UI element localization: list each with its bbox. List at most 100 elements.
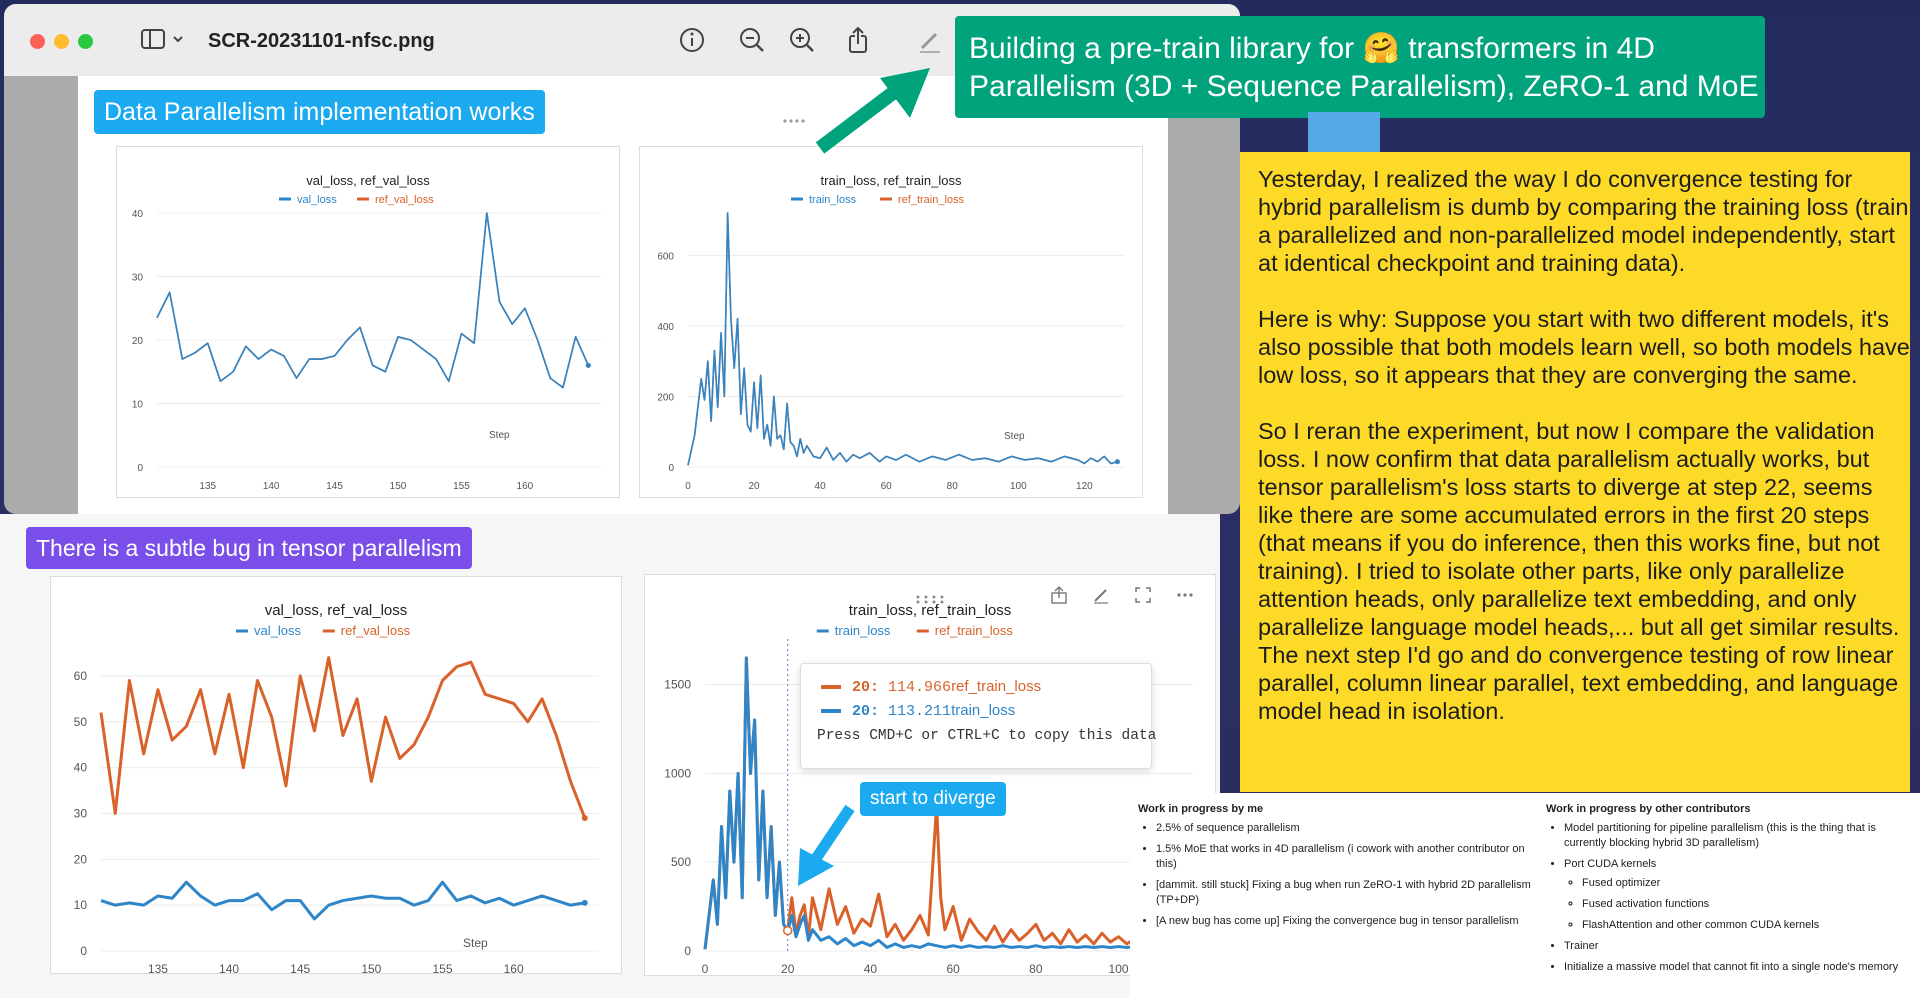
tooltip-series-name: ref_train_loss bbox=[951, 678, 1042, 695]
note-paragraph-1: Yesterday, I realized the way I do conve… bbox=[1258, 166, 1909, 276]
y-tick-label: 30 bbox=[74, 806, 88, 820]
tooltip-value: 114.966 bbox=[888, 679, 952, 696]
y-tick-label: 10 bbox=[132, 400, 144, 411]
blue-arrow-icon bbox=[798, 804, 855, 886]
tooltip-step: 20: bbox=[852, 679, 880, 696]
y-tick-label: 20 bbox=[132, 336, 144, 347]
y-tick-label: 30 bbox=[132, 273, 144, 284]
headline-banner: Building a pre-train library for 🤗 trans… bbox=[955, 16, 1765, 118]
fullscreen-icon[interactable] bbox=[1133, 585, 1153, 610]
series-line-val_loss bbox=[156, 212, 590, 389]
list-item: Fused activation functions bbox=[1582, 897, 1906, 912]
list-item: Model partitioning for pipeline parallel… bbox=[1564, 821, 1906, 851]
diverge-label: start to diverge bbox=[860, 782, 1006, 816]
tooltip-step: 20: bbox=[852, 703, 880, 720]
x-tick-label: 145 bbox=[290, 962, 310, 973]
x-tick-label: 150 bbox=[390, 481, 407, 492]
x-tick-label: 100 bbox=[1109, 962, 1129, 975]
y-tick-label: 10 bbox=[74, 898, 88, 912]
info-icon[interactable] bbox=[676, 24, 708, 56]
y-tick-label: 400 bbox=[657, 322, 674, 333]
legend-label: ref_train_loss bbox=[898, 194, 965, 206]
chart-panel-dp-val: val_loss, ref_val_loss val_loss ref_val_lo… bbox=[116, 146, 620, 498]
note-paragraph-3: So I reran the experiment, but now I com… bbox=[1258, 418, 1900, 724]
export-icon[interactable] bbox=[1049, 585, 1069, 610]
x-tick-label: 40 bbox=[864, 962, 878, 975]
x-tick-label: 160 bbox=[504, 962, 524, 973]
y-tick-label: 0 bbox=[684, 944, 691, 958]
series-line-train_loss bbox=[703, 656, 1185, 950]
x-tick-label: 20 bbox=[748, 481, 760, 492]
teal-arrow-icon bbox=[815, 68, 930, 154]
chart-panel-tp-train: train_loss, ref_train_loss train_loss ref_… bbox=[644, 574, 1216, 976]
x-axis-label: Step bbox=[1004, 431, 1025, 442]
hover-point bbox=[782, 925, 793, 936]
zoom-out-icon[interactable] bbox=[736, 24, 768, 56]
tooltip-value: 113.211 bbox=[888, 703, 952, 720]
ref-swatch-icon bbox=[821, 685, 841, 690]
y-tick-label: 0 bbox=[137, 463, 143, 474]
headline-line-2: Parallelism (3D + Sequence Parallelism),… bbox=[969, 70, 1759, 103]
zoom-button[interactable] bbox=[78, 34, 93, 49]
series-line-train_loss bbox=[687, 212, 1118, 466]
series-line-ref_val_loss bbox=[156, 212, 590, 389]
y-tick-label: 40 bbox=[132, 209, 144, 220]
y-tick-label: 0 bbox=[80, 944, 87, 958]
legend-label: val_loss bbox=[254, 623, 301, 638]
zoom-in-icon[interactable] bbox=[786, 24, 818, 56]
sidebar-toggle-icon[interactable] bbox=[140, 24, 183, 56]
series-end-point bbox=[581, 815, 588, 822]
tooltip-copy-hint: Press CMD+C or CTRL+C to copy this data bbox=[817, 728, 1157, 744]
edit-icon[interactable] bbox=[1091, 585, 1111, 610]
data-tooltip: 20: 114.966ref_train_loss 20: 113.211tra… bbox=[800, 663, 1156, 769]
blue-tab-decoration bbox=[1308, 112, 1380, 156]
series-end-point bbox=[1114, 459, 1120, 465]
list-item: 1.5% MoE that works in 4D parallelism (i… bbox=[1156, 842, 1538, 872]
x-tick-label: 145 bbox=[326, 481, 343, 492]
list-item: 2.5% of sequence parallelism bbox=[1156, 821, 1538, 836]
wip-me-column: Work in progress by me 2.5% of sequence … bbox=[1138, 803, 1538, 935]
series-line-val_loss bbox=[100, 880, 586, 921]
list-item: [dammit. still stuck] Fixing a bug when … bbox=[1156, 878, 1538, 908]
y-tick-label: 0 bbox=[668, 463, 674, 474]
x-tick-label: 150 bbox=[361, 962, 381, 973]
x-tick-label: 80 bbox=[947, 481, 959, 492]
y-tick-label: 50 bbox=[74, 715, 88, 729]
legend-label: ref_val_loss bbox=[341, 623, 411, 638]
y-tick-label: 500 bbox=[671, 855, 691, 869]
x-tick-label: 135 bbox=[148, 962, 168, 973]
close-button[interactable] bbox=[30, 34, 45, 49]
y-tick-label: 200 bbox=[657, 392, 674, 403]
share-icon[interactable] bbox=[842, 24, 874, 56]
chart-panel-tp-val: val_loss, ref_val_loss val_loss ref_val_lo… bbox=[50, 576, 622, 976]
minimize-button[interactable] bbox=[54, 34, 69, 49]
x-tick-label: 140 bbox=[219, 962, 239, 973]
y-tick-label: 600 bbox=[657, 251, 674, 262]
markup-pencil-icon[interactable] bbox=[914, 24, 946, 56]
tp-banner: There is a subtle bug in tensor parallel… bbox=[26, 527, 472, 569]
x-tick-label: 155 bbox=[432, 962, 452, 973]
list-item: Fused optimizer bbox=[1582, 876, 1906, 891]
wip-others-title: Work in progress by other contributors bbox=[1546, 803, 1751, 815]
list-item: Port CUDA kernels Fused optimizer Fused … bbox=[1564, 857, 1906, 933]
x-tick-label: 60 bbox=[946, 962, 960, 975]
x-tick-label: 140 bbox=[263, 481, 280, 492]
x-tick-label: 155 bbox=[453, 481, 470, 492]
legend-label: ref_val_loss bbox=[375, 194, 434, 206]
headline-line-1: Building a pre-train library for 🤗 trans… bbox=[969, 32, 1655, 65]
tooltip-series-name: train_loss bbox=[951, 702, 1016, 719]
series-end-point bbox=[585, 362, 591, 368]
x-tick-label: 0 bbox=[702, 962, 709, 975]
list-item: Trainer bbox=[1564, 939, 1906, 954]
more-options-icon[interactable] bbox=[1175, 585, 1195, 610]
wip-others-column: Work in progress by other contributors M… bbox=[1546, 803, 1906, 981]
x-tick-label: 40 bbox=[815, 481, 827, 492]
y-tick-label: 20 bbox=[74, 852, 88, 866]
x-tick-label: 100 bbox=[1010, 481, 1027, 492]
train-swatch-icon bbox=[821, 709, 841, 714]
work-in-progress-panel: Work in progress by me 2.5% of sequence … bbox=[1130, 793, 1920, 998]
x-axis-label: Step bbox=[463, 936, 488, 950]
chart-panel-dp-train: train_loss, ref_train_loss train_loss ref_… bbox=[639, 146, 1143, 498]
chart-title: train_loss, ref_train_loss bbox=[849, 602, 1012, 619]
list-item: [A new bug has come up] Fixing the conve… bbox=[1156, 914, 1538, 929]
